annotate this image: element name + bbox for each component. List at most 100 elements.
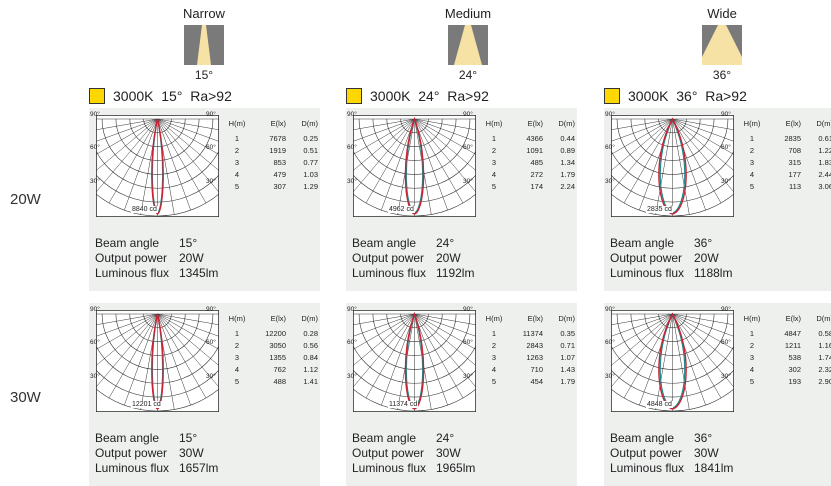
angle-label-60-right: 60°	[721, 339, 731, 346]
panel-info: Beam angle 15° Output power 20W Luminous f…	[95, 236, 218, 281]
angle-label-90-right: 90°	[463, 111, 473, 118]
header-d: D(m)	[301, 118, 318, 128]
table-row: 2 2843 0.71	[477, 339, 575, 351]
cell-illuminance: 3050	[269, 340, 286, 350]
illuminance-table: H(m) E(lx) D(m) 1 7678 0.25 2 1919 0.51 …	[220, 114, 318, 192]
cell-height: 5	[491, 376, 497, 386]
color-swatch	[604, 88, 620, 104]
table-header: H(m) E(lx) D(m)	[220, 309, 318, 327]
angle-label-30-right: 30°	[206, 373, 216, 380]
cell-height: 5	[491, 181, 497, 191]
beam-angle-label: Beam angle	[610, 431, 675, 445]
table-header: H(m) E(lx) D(m)	[477, 309, 575, 327]
angle-label-60-left: 60°	[347, 144, 357, 151]
candela-label: 2835 cd	[646, 206, 673, 213]
cell-height: 5	[234, 376, 240, 386]
row-label-20w: 20W	[10, 191, 41, 208]
output-power-label: Output power	[95, 446, 168, 460]
table-row: 4 479 1.03	[220, 168, 318, 180]
panel-info: Beam angle 36° Output power 30W Luminous f…	[610, 431, 733, 476]
cell-diameter: 2.44	[818, 169, 831, 179]
cell-illuminance: 2843	[526, 340, 543, 350]
cell-height: 1	[234, 328, 240, 338]
header-e: E(lx)	[785, 118, 801, 128]
cell-illuminance: 710	[530, 364, 543, 374]
angle-label-30-right: 30°	[463, 178, 473, 185]
cell-height: 3	[491, 352, 497, 362]
table-header: H(m) E(lx) D(m)	[735, 114, 831, 132]
cell-diameter: 0.35	[560, 328, 575, 338]
output-power-label: Output power	[352, 251, 425, 265]
beam-angle-value: 24°	[436, 431, 455, 445]
luminous-flux-label: Luminous flux	[610, 266, 685, 280]
cell-height: 5	[749, 376, 755, 386]
table-header: H(m) E(lx) D(m)	[735, 309, 831, 327]
beam-angle-label: Beam angle	[95, 431, 160, 445]
luminous-flux-value: 1188lm	[694, 266, 733, 280]
cell-illuminance: 485	[530, 157, 543, 167]
cell-height: 2	[234, 340, 240, 350]
column-header-wide: Wide 36°	[642, 0, 802, 82]
cell-diameter: 0.89	[560, 145, 575, 155]
illuminance-table: H(m) E(lx) D(m) 1 2835 0.61 2 708 1.22 3…	[735, 114, 831, 192]
cell-illuminance: 177	[788, 169, 801, 179]
beam-angle-value: 15°	[179, 431, 198, 445]
cell-diameter: 0.51	[303, 145, 318, 155]
beam-angle-label: Beam angle	[352, 236, 417, 250]
angle-label-30-left: 30°	[90, 373, 100, 380]
header-h: H(m)	[228, 313, 246, 323]
cell-height: 1	[749, 133, 755, 143]
cell-illuminance: 1263	[526, 352, 543, 362]
angle-label-60-left: 60°	[90, 144, 100, 151]
header-h: H(m)	[485, 118, 503, 128]
angle-label-60-left: 60°	[90, 339, 100, 346]
table-row: 2 708 1.22	[735, 144, 831, 156]
header-h: H(m)	[485, 313, 503, 323]
cell-diameter: 0.84	[303, 352, 318, 362]
cell-diameter: 0.56	[303, 340, 318, 350]
photometric-panel: 90° 60° 30° 90° 60° 30° 4962 cd H(m) E(lx) D(m…	[346, 108, 577, 291]
photometric-panel: 90° 60° 30° 90° 60° 30° 4848 cd H(m) E(lx) D(m…	[604, 303, 831, 486]
column-header-narrow: Narrow 15°	[124, 0, 284, 82]
header-h: H(m)	[228, 118, 246, 128]
table-row: 1 11374 0.35	[477, 327, 575, 339]
table-row: 2 3050 0.56	[220, 339, 318, 351]
cell-diameter: 1.22	[818, 145, 831, 155]
column-title: Medium	[444, 6, 492, 21]
beam-angle-value: 36°	[694, 431, 713, 445]
cell-illuminance: 853	[273, 157, 286, 167]
cell-diameter: 0.71	[560, 340, 575, 350]
header-e: E(lx)	[527, 118, 543, 128]
luminous-flux-label: Luminous flux	[610, 461, 685, 475]
table-row: 5 113 3.06	[735, 180, 831, 192]
cell-height: 1	[749, 328, 755, 338]
angle-label-90-left: 90°	[90, 111, 100, 118]
candela-label: 8840 cd	[131, 206, 158, 213]
angle-label-30-left: 30°	[90, 178, 100, 185]
header-d: D(m)	[558, 118, 575, 128]
cell-illuminance: 488	[273, 376, 286, 386]
column-header-medium: Medium 24°	[388, 0, 548, 82]
beam-angle-label: Beam angle	[610, 236, 675, 250]
cell-diameter: 3.06	[818, 181, 831, 191]
output-power-label: Output power	[352, 446, 425, 460]
cell-height: 2	[491, 340, 497, 350]
beam-angle-value: 15°	[179, 236, 198, 250]
output-power-label: Output power	[610, 251, 683, 265]
cell-diameter: 0.61	[818, 133, 831, 143]
candela-label: 12201 cd	[131, 401, 162, 408]
header-h: H(m)	[743, 313, 761, 323]
luminous-flux-label: Luminous flux	[352, 461, 427, 475]
polar-diagram	[611, 310, 734, 412]
angle-label-60-left: 60°	[605, 144, 615, 151]
cell-diameter: 1.12	[303, 364, 318, 374]
beam-angle-value: 36°	[694, 236, 713, 250]
luminous-flux-value: 1192lm	[436, 266, 475, 280]
header-e: E(lx)	[527, 313, 543, 323]
luminous-flux-value: 1841lm	[694, 461, 734, 475]
cell-illuminance: 1919	[269, 145, 286, 155]
spec-text: 3000K 15° Ra>92	[113, 88, 232, 104]
cell-height: 3	[491, 157, 497, 167]
table-row: 5 307 1.29	[220, 180, 318, 192]
table-row: 4 177 2.44	[735, 168, 831, 180]
